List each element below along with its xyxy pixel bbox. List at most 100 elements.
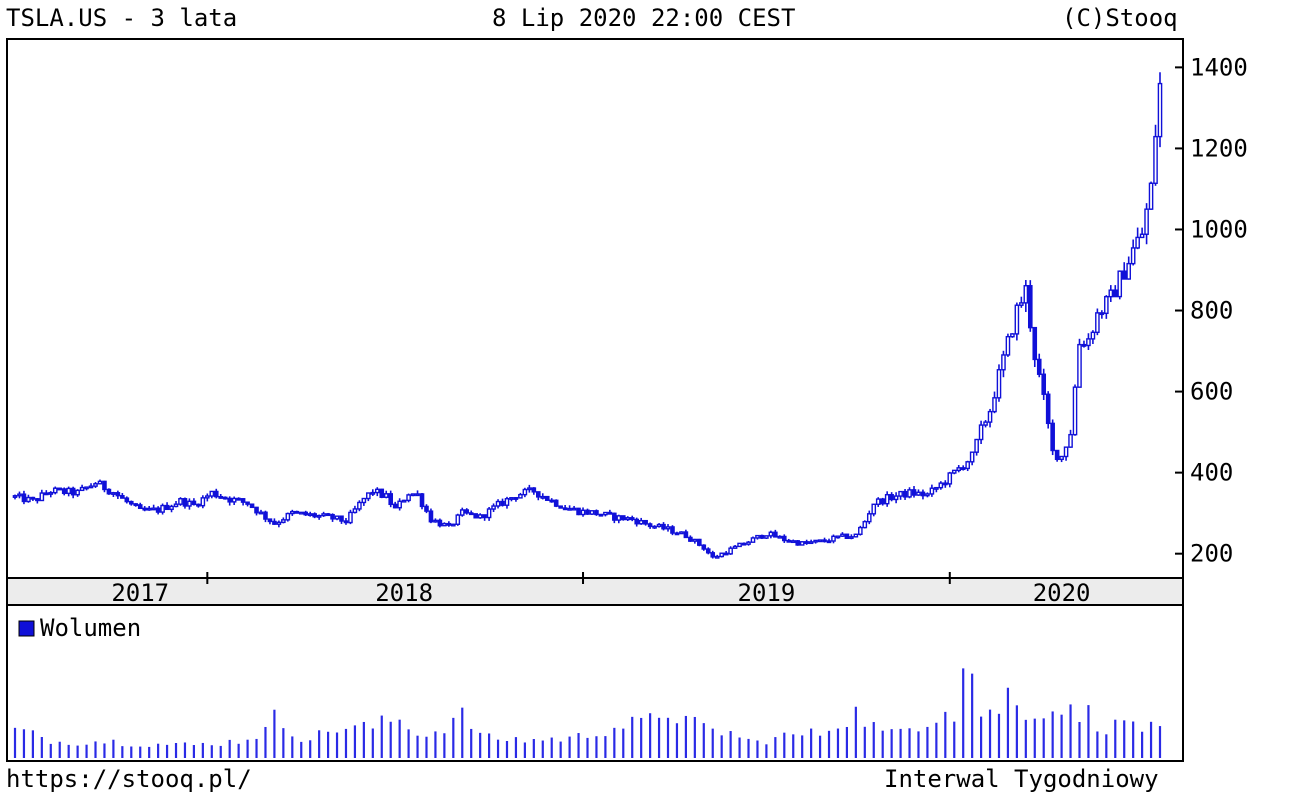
candle-down — [222, 496, 228, 500]
candle-up — [374, 488, 380, 494]
y-tick-label: 1400 — [1190, 53, 1248, 81]
candle-up — [1108, 289, 1114, 298]
candle-up — [410, 493, 416, 497]
source-url[interactable]: https://stooq.pl/ — [6, 765, 252, 793]
candle-down — [513, 497, 519, 500]
candle-down — [697, 538, 702, 546]
candle-down — [688, 536, 693, 542]
candle-up — [209, 490, 215, 497]
candle-up — [679, 531, 684, 535]
volume-series — [13, 668, 1162, 758]
candle-up — [1010, 333, 1015, 338]
candle-down — [629, 517, 635, 521]
candle-up — [866, 513, 872, 523]
candle-down — [531, 487, 537, 493]
candle-down — [1036, 358, 1042, 375]
candle-up — [169, 505, 174, 511]
candle-up — [1126, 262, 1131, 280]
candle-down — [558, 505, 563, 509]
candle-up — [281, 519, 286, 524]
candle-down — [674, 532, 680, 536]
candle-down — [343, 520, 349, 524]
candle-up — [746, 541, 751, 545]
candle-down — [482, 514, 487, 519]
candle-up — [298, 511, 304, 515]
candle-down — [880, 498, 885, 505]
candle-up — [987, 410, 993, 423]
candle-down — [710, 552, 716, 558]
candle-up — [777, 535, 783, 539]
candle-down — [218, 495, 224, 499]
candle-up — [571, 507, 577, 511]
candle-down — [164, 504, 170, 511]
candle-down — [267, 518, 273, 523]
candle-up — [849, 536, 854, 539]
candle-up — [486, 508, 492, 519]
candle-down — [254, 506, 259, 514]
chart-date: 8 Lip 2020 22:00 CEST — [492, 4, 796, 32]
candle-down — [759, 534, 765, 539]
candle-down — [133, 503, 139, 507]
candle-up — [321, 513, 326, 517]
candle-down — [1121, 270, 1127, 280]
candle-up — [26, 496, 31, 503]
candle-down — [1032, 326, 1038, 361]
candle-up — [1090, 331, 1096, 340]
candle-down — [1112, 289, 1118, 298]
candle-up — [790, 540, 796, 544]
candle-down — [920, 491, 926, 497]
candle-up — [652, 525, 657, 529]
candle-down — [294, 510, 300, 514]
candle-up — [1148, 182, 1154, 210]
candle-up — [1095, 312, 1100, 334]
candle-up — [764, 535, 769, 539]
candle-up — [580, 509, 586, 516]
candle-down — [1045, 393, 1051, 425]
candle-up — [477, 514, 483, 519]
candle-up — [871, 503, 877, 515]
x-tick-label: 2020 — [1033, 579, 1091, 607]
candle-up — [737, 542, 742, 548]
candle-down — [330, 513, 335, 520]
candle-down — [182, 498, 188, 507]
candle-up — [93, 483, 98, 487]
candle-up — [258, 511, 264, 515]
copyright-label: (C)Stooq — [1062, 4, 1178, 32]
candle-down — [723, 552, 729, 556]
candle-down — [137, 504, 143, 510]
candle-up — [111, 492, 116, 495]
candle-down — [124, 497, 130, 503]
candle-up — [929, 487, 935, 495]
candle-down — [607, 511, 613, 515]
candle-down — [120, 494, 125, 499]
candle-down — [585, 509, 590, 515]
candle-up — [75, 489, 80, 496]
candle-down — [576, 507, 581, 516]
x-tick-label: 2017 — [111, 579, 169, 607]
candle-up — [567, 507, 572, 511]
candle-down — [647, 523, 653, 528]
candle-up — [978, 424, 984, 441]
candle-up — [616, 515, 622, 521]
candle-up — [934, 486, 939, 490]
candle-up — [187, 500, 192, 507]
candle-up — [39, 492, 45, 502]
y-tick-label: 400 — [1190, 459, 1233, 487]
candle-down — [35, 498, 40, 502]
y-tick-label: 200 — [1190, 540, 1233, 568]
candle-up — [357, 501, 362, 510]
candle-down — [272, 520, 277, 525]
candle-up — [1014, 304, 1020, 335]
candle-down — [468, 512, 474, 516]
candle-down — [844, 533, 850, 539]
candle-up — [406, 494, 411, 502]
candle-up — [307, 513, 313, 517]
candle-up — [178, 498, 183, 505]
candle-up — [491, 505, 496, 510]
candle-down — [594, 510, 599, 516]
candle-up — [366, 492, 371, 500]
candle-down — [437, 519, 443, 527]
candle-down — [44, 492, 49, 496]
candle-up — [898, 490, 903, 497]
candle-down — [388, 493, 394, 506]
